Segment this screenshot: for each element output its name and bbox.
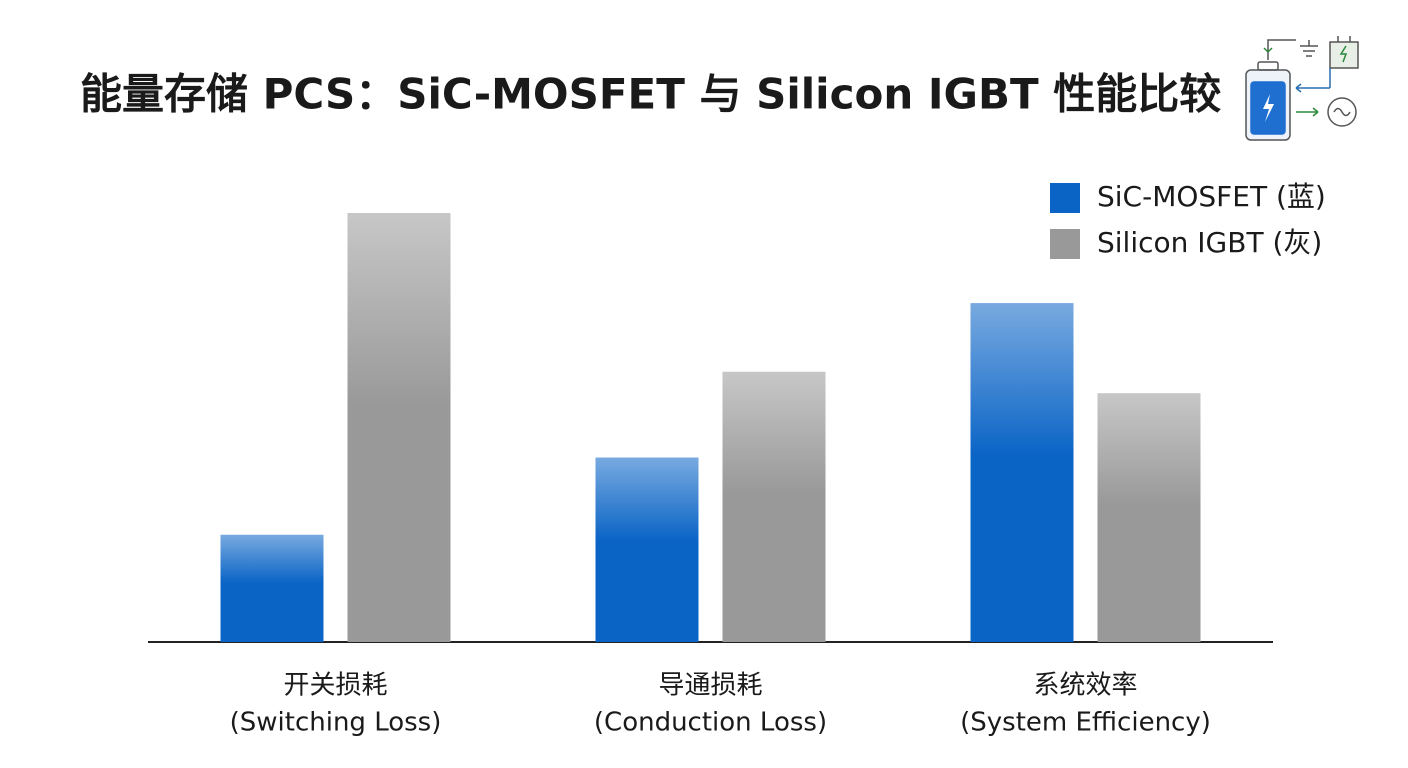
- bar: [970, 303, 1074, 642]
- bar: [220, 534, 324, 642]
- legend-label: SiC-MOSFET (蓝): [1097, 180, 1326, 213]
- legend-swatch: [1050, 183, 1080, 213]
- bar: [347, 213, 451, 642]
- energy-storage-icon: [1245, 36, 1359, 141]
- x-tick-label: 系统效率: [1033, 671, 1137, 701]
- x-tick-label: 导通损耗: [658, 671, 762, 701]
- x-tick-label: (System Efficiency): [960, 708, 1211, 738]
- x-tick-label: 开关损耗: [283, 671, 387, 701]
- bar: [595, 457, 699, 642]
- bar: [1097, 393, 1201, 642]
- legend-swatch: [1050, 229, 1080, 259]
- x-tick-label: (Conduction Loss): [594, 708, 827, 738]
- chart-title: 能量存储 PCS：SiC-MOSFET 与 Silicon IGBT 性能比较: [80, 70, 1221, 119]
- x-tick-label: (Switching Loss): [230, 708, 442, 738]
- bar: [722, 371, 826, 642]
- legend-label: Silicon IGBT (灰): [1097, 226, 1322, 259]
